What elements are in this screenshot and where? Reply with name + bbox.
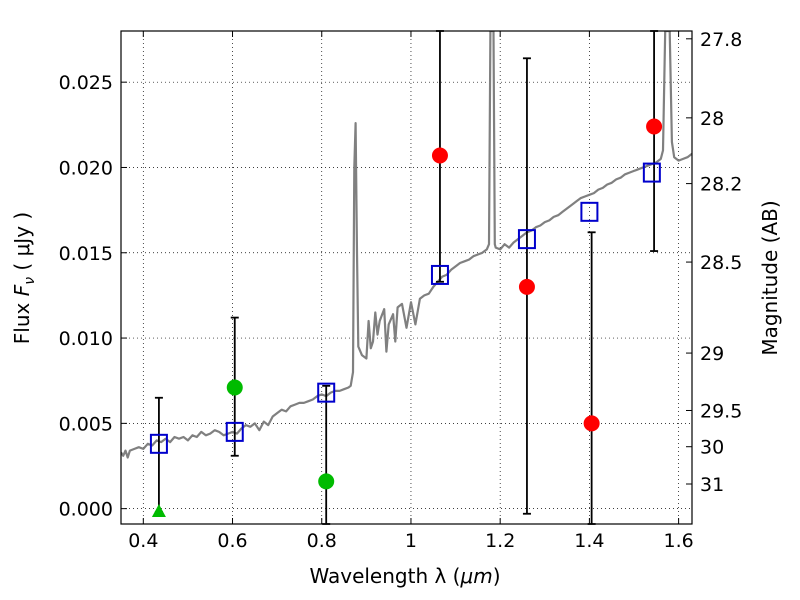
x-tick-label: 1 — [405, 530, 417, 552]
x-tick-label: 0.6 — [217, 530, 247, 552]
mag-tick-label: 28 — [700, 108, 724, 130]
x-axis-label: Wavelength λ (μm) — [309, 564, 500, 588]
model-band-square — [517, 229, 536, 250]
nir-point — [583, 415, 600, 432]
y-axis-label: Flux Fν ( μJy ) — [10, 212, 38, 344]
mag-tick-label: 28.2 — [700, 174, 742, 196]
plot-frame — [120, 30, 693, 525]
spectrum-layer — [121, 31, 692, 459]
nir-point — [518, 278, 535, 295]
x-tick-label: 0.4 — [128, 530, 158, 552]
mag-tick-label: 27.8 — [700, 29, 742, 51]
y-tick-label: 0.020 — [59, 157, 113, 179]
grid-layer — [121, 31, 692, 524]
upper-limit-marker — [151, 504, 166, 518]
y-tick-label: 0.000 — [59, 499, 113, 521]
y-tick-label: 0.010 — [59, 328, 113, 350]
model-band-square — [317, 382, 336, 403]
x-tick-label: 1.6 — [664, 530, 694, 552]
model-band-square — [149, 433, 168, 454]
mag-tick-label: 28.5 — [700, 252, 742, 274]
model-band-square — [430, 264, 449, 285]
y-tick-label: 0.025 — [59, 72, 113, 94]
marker-layer — [149, 118, 663, 518]
tick-layer: 0.4 0.6 0.8 1 1.2 1.4 1.6 0.000 0.005 0.010 0.015 0… — [59, 29, 743, 552]
errorbar-layer — [154, 30, 659, 525]
y-tick-label: 0.005 — [59, 413, 113, 435]
model-band-square — [642, 162, 661, 183]
y2-axis-label: Magnitude (AB) — [758, 200, 782, 355]
mag-tick-label: 29 — [700, 343, 724, 365]
x-tick-label: 0.8 — [307, 530, 337, 552]
model-band-square — [225, 421, 244, 442]
optical-point — [226, 379, 243, 396]
optical-point — [318, 473, 335, 490]
nir-point — [646, 118, 663, 135]
y-tick-label: 0.015 — [59, 243, 113, 265]
mag-tick-label: 31 — [700, 474, 724, 496]
model-spectrum-line — [121, 31, 692, 459]
nir-point — [431, 147, 448, 164]
x-tick-label: 1.2 — [485, 530, 515, 552]
model-band-square — [580, 201, 599, 222]
mag-tick-label: 30 — [700, 437, 724, 459]
x-tick-label: 1.4 — [574, 530, 604, 552]
mag-tick-label: 29.5 — [700, 400, 742, 422]
